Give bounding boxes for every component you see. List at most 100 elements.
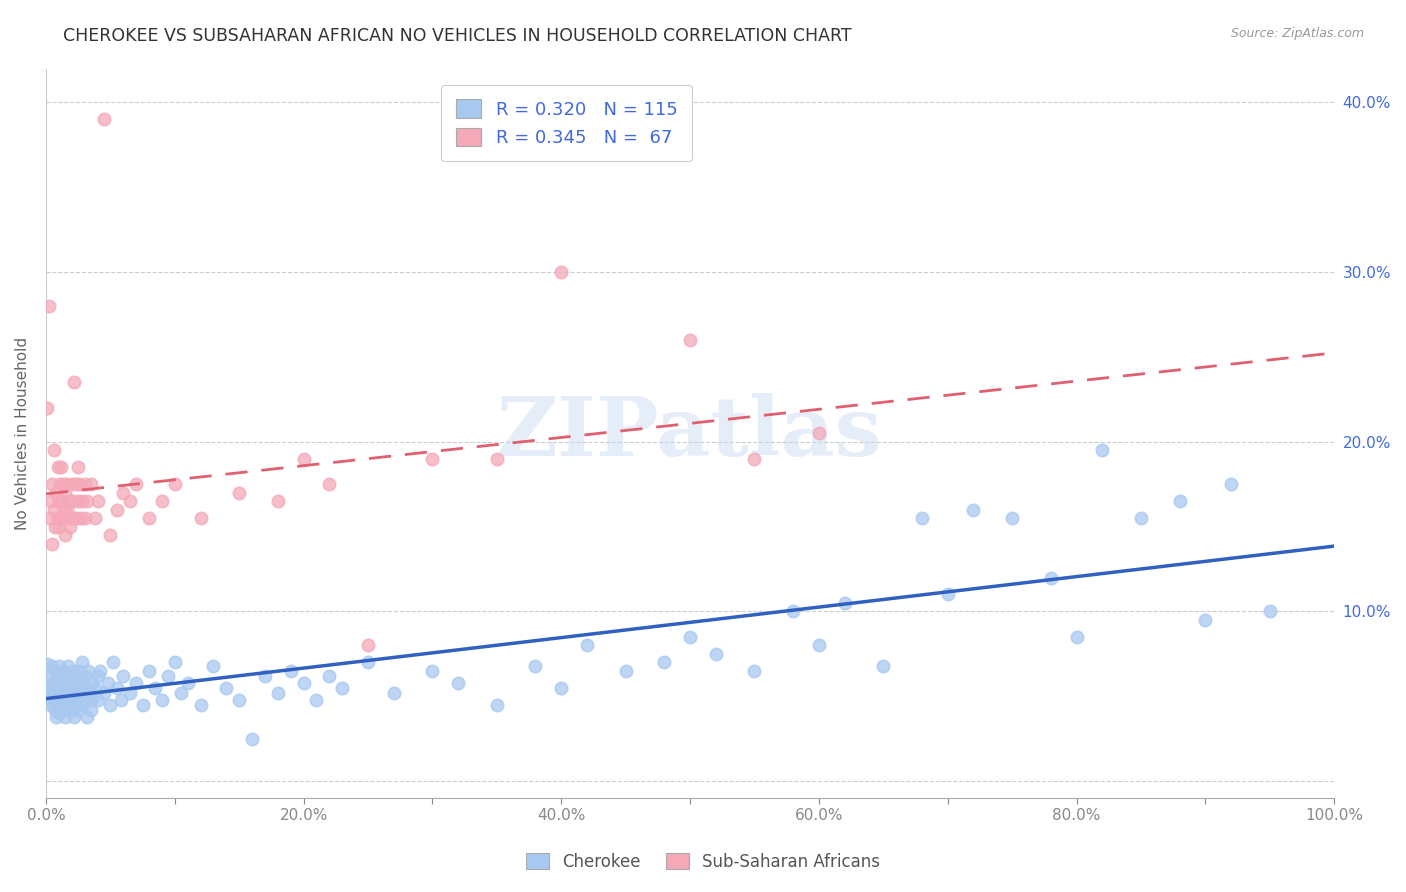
Point [59,519,82,533]
Point [65,692,87,706]
Point [49,681,72,695]
Point [614,664,637,678]
Point [101,656,124,670]
Point [45,690,67,704]
Point [45,709,67,723]
Point [69,511,91,525]
Point [744,664,766,678]
Point [70,494,93,508]
Point [97,675,120,690]
Point [704,647,727,661]
Point [59,692,82,706]
Point [46,669,69,683]
Point [58,698,80,712]
Point [51,460,73,475]
Point [66,669,89,683]
Point [49,477,72,491]
Point [38,681,60,695]
Point [267,494,290,508]
Point [202,658,225,673]
Legend: R = 0.320   N = 115, R = 0.345   N =  67: R = 0.320 N = 115, R = 0.345 N = 67 [441,85,692,161]
Point [163,656,186,670]
Point [936,587,959,601]
Point [1129,511,1152,525]
Point [228,485,250,500]
Point [49,511,72,525]
Point [1194,613,1216,627]
Point [58,494,80,508]
Point [60,511,83,525]
Point [67,703,90,717]
Point [66,511,89,525]
Point [77,664,100,678]
Point [39,698,62,712]
Point [80,703,103,717]
Point [48,658,70,673]
Point [524,658,547,673]
Point [46,511,69,525]
Point [357,656,380,670]
Point [170,686,193,700]
Point [39,494,62,508]
Point [112,669,135,683]
Point [38,692,60,706]
Point [118,686,141,700]
Point [550,681,572,695]
Point [56,511,79,525]
Point [80,477,103,491]
Point [1168,494,1191,508]
Point [100,528,122,542]
Point [42,686,65,700]
Point [72,675,94,690]
Point [60,681,83,695]
Point [422,451,444,466]
Point [744,451,766,466]
Point [63,686,86,700]
Point [228,692,250,706]
Point [125,477,148,491]
Point [55,669,77,683]
Point [576,639,599,653]
Point [38,669,60,683]
Point [82,675,104,690]
Point [176,675,198,690]
Point [962,502,984,516]
Point [1091,443,1114,458]
Point [69,664,91,678]
Point [330,681,353,695]
Point [1258,604,1281,618]
Point [550,265,572,279]
Point [872,658,894,673]
Point [60,703,83,717]
Point [215,681,238,695]
Point [48,692,70,706]
Point [65,675,87,690]
Point [105,681,128,695]
Point [76,494,98,508]
Text: Source: ZipAtlas.com: Source: ZipAtlas.com [1230,27,1364,40]
Point [86,494,108,508]
Point [55,502,77,516]
Point [53,709,76,723]
Point [39,686,62,700]
Point [150,692,173,706]
Point [357,639,380,653]
Point [52,703,75,717]
Point [267,686,290,700]
Point [118,494,141,508]
Point [382,686,405,700]
Point [46,681,69,695]
Legend: Cherokee, Sub-Saharan Africans: Cherokee, Sub-Saharan Africans [517,845,889,880]
Point [163,477,186,491]
Point [89,664,111,678]
Point [131,698,153,712]
Point [110,692,132,706]
Text: ZIPatlas: ZIPatlas [498,393,883,474]
Point [447,675,470,690]
Point [485,451,508,466]
Point [53,502,76,516]
Point [53,681,76,695]
Point [73,669,96,683]
Point [44,664,66,678]
Point [56,686,79,700]
